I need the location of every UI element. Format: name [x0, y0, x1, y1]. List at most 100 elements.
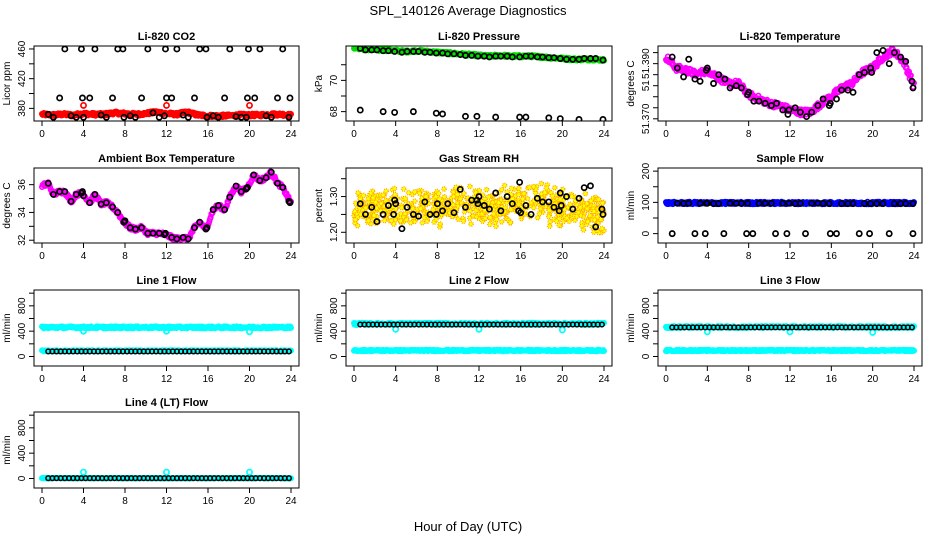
y-tick-label: 36	[17, 179, 28, 191]
data-point	[838, 86, 846, 94]
raw-point	[362, 205, 369, 211]
data-point	[61, 188, 69, 196]
y-tick-label: 51	[641, 80, 652, 92]
series-averages	[356, 46, 607, 121]
data-point	[409, 108, 417, 116]
series-averages	[668, 199, 917, 238]
data-point	[558, 326, 566, 334]
figure-title: SPL_140126 Average Diagnostics	[369, 3, 567, 18]
data-point	[398, 225, 406, 233]
data-point	[246, 328, 253, 336]
y-tick-label: 34	[17, 206, 28, 218]
data-point	[415, 212, 423, 220]
raw-point	[598, 216, 604, 223]
data-point	[202, 46, 210, 53]
y-axis-label: percent	[314, 189, 325, 223]
raw-point	[498, 219, 505, 225]
y-tick-label: 800	[329, 297, 340, 314]
data-point	[203, 113, 211, 121]
raw-point	[599, 225, 605, 232]
series-raw	[351, 180, 607, 236]
data-point	[668, 53, 676, 61]
raw-point	[479, 211, 486, 218]
data-point	[826, 99, 834, 107]
data-point	[527, 210, 535, 218]
data-point	[426, 48, 434, 56]
data-point	[432, 49, 440, 57]
raw-point	[530, 183, 537, 190]
data-point	[163, 327, 170, 335]
series-outliers	[80, 327, 253, 336]
data-point	[492, 189, 500, 197]
raw-point	[579, 223, 585, 229]
data-point	[545, 198, 553, 206]
data-point	[715, 200, 723, 208]
data-point	[286, 94, 294, 102]
raw-point	[580, 227, 587, 233]
data-point	[114, 208, 122, 216]
raw-point	[561, 206, 568, 213]
data-point	[696, 77, 704, 85]
x-tick-label: 12	[161, 129, 173, 140]
data-point	[379, 108, 387, 116]
raw-point	[519, 196, 526, 202]
y-axis-label: ml/min	[626, 191, 637, 220]
x-tick-label: 12	[161, 251, 173, 262]
data-point	[772, 230, 779, 238]
data-point	[119, 46, 127, 53]
data-point	[232, 182, 240, 190]
plot-frame	[33, 45, 300, 122]
data-point	[710, 80, 717, 87]
data-point	[575, 115, 583, 121]
y-tick-label: 420	[17, 70, 28, 87]
data-point	[415, 48, 423, 55]
raw-point	[402, 210, 408, 217]
raw-point	[400, 186, 407, 192]
data-point	[251, 94, 259, 102]
data-point	[685, 55, 693, 63]
raw-point	[495, 199, 502, 206]
data-point	[184, 235, 192, 243]
data-point	[879, 200, 887, 208]
data-point	[791, 104, 799, 112]
data-point	[873, 49, 881, 57]
data-point	[191, 224, 198, 232]
x-tick-label: 0	[663, 251, 669, 262]
x-tick-label: 8	[746, 129, 752, 140]
data-point	[539, 53, 546, 61]
data-point	[138, 94, 146, 102]
data-point	[421, 198, 429, 206]
data-point	[550, 203, 558, 211]
raw-point	[577, 204, 584, 211]
raw-point	[403, 216, 410, 223]
raw-point	[515, 201, 522, 208]
x-tick-label: 24	[285, 374, 297, 385]
x-tick-label: 4	[393, 129, 399, 140]
panel-title: Gas Stream RH	[439, 153, 519, 165]
data-point	[86, 199, 94, 207]
x-tick-label: 4	[393, 251, 399, 262]
data-point	[480, 202, 488, 209]
raw-point	[485, 194, 492, 200]
data-point	[356, 200, 364, 208]
raw-point	[468, 221, 474, 227]
data-point	[745, 88, 753, 96]
data-point	[485, 53, 493, 61]
data-point	[163, 101, 170, 109]
plot-area	[351, 178, 607, 236]
data-point	[557, 202, 565, 209]
raw-point	[502, 204, 509, 211]
data-point	[556, 55, 564, 62]
panel-title: Sample Flow	[756, 153, 824, 165]
x-tick-label: 8	[122, 251, 128, 262]
data-point	[121, 217, 129, 225]
data-point	[109, 94, 117, 102]
raw-point	[509, 196, 516, 202]
data-point	[379, 210, 387, 218]
data-point	[598, 321, 605, 328]
y-axis-label: Licor ppm	[2, 62, 13, 106]
data-point	[599, 115, 607, 121]
y-tick-label: 400	[17, 322, 28, 339]
data-point	[599, 56, 607, 64]
